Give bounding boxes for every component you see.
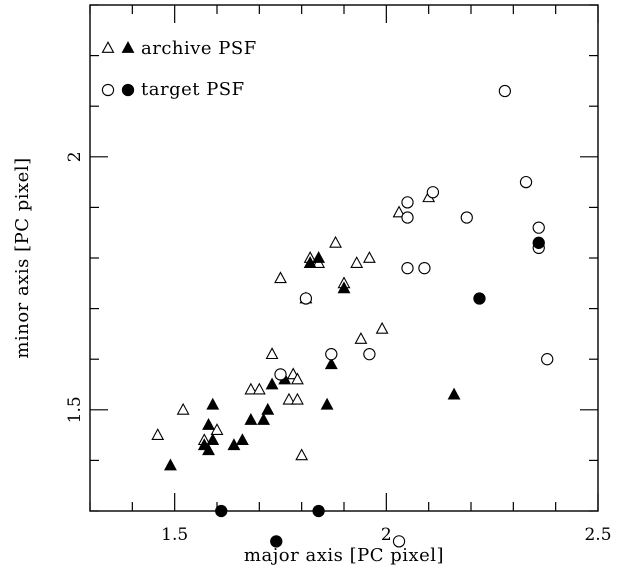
open-circle-point [363, 347, 376, 361]
open-circle-point [541, 353, 554, 366]
open-triangle-point [295, 448, 309, 461]
filled-triangle-point [447, 387, 461, 400]
open-triangle-point [350, 256, 364, 268]
open-circle-point [401, 261, 414, 275]
legend-marker-filled-circle [121, 83, 135, 97]
open-triangle-point [282, 392, 296, 405]
filled-triangle-point [324, 357, 338, 370]
filled-triangle-point [261, 402, 275, 415]
filled-triangle-point [320, 397, 334, 410]
open-triangle-point [329, 235, 342, 248]
y-tick-label: 1.5 [65, 396, 85, 423]
filled-triangle-point [163, 458, 177, 471]
legend-marker-open-triangle [101, 41, 115, 53]
x-tick-label: 2 [381, 525, 392, 545]
filled-triangle-point [202, 418, 215, 430]
open-triangle-point [392, 205, 406, 218]
filled-triangle-point [265, 377, 279, 390]
open-circle-point [460, 211, 473, 224]
open-circle-point [274, 368, 287, 381]
legend-label-archive: archive PSF [141, 38, 257, 59]
open-triangle-point [265, 347, 279, 360]
axis-ticks [89, 4, 599, 512]
open-triangle-point [252, 382, 266, 395]
filled-triangle-point [337, 281, 351, 294]
open-circle-point [426, 186, 440, 199]
open-triangle-point [375, 321, 389, 334]
axis-tick-labels: 1.5 2 2.5 1.5 2 [65, 151, 612, 545]
open-circle-point [392, 535, 406, 548]
filled-circle-point [312, 504, 325, 518]
open-circle-point [532, 221, 545, 234]
open-triangle-point [151, 428, 165, 441]
open-triangle-point [362, 251, 376, 263]
y-axis-label: minor axis [PC pixel] [12, 157, 33, 358]
filled-triangle-point [244, 412, 258, 425]
data-points [151, 84, 554, 548]
open-circle-point [498, 84, 512, 98]
open-circle-point [401, 196, 414, 209]
filled-triangle-point [312, 251, 326, 263]
open-triangle-point [274, 271, 287, 284]
open-triangle-point [244, 382, 258, 395]
open-circle-point [519, 175, 533, 189]
filled-circle-point [215, 504, 228, 518]
x-axis-label: major axis [PC pixel] [244, 545, 444, 566]
filled-circle-point [473, 292, 486, 305]
legend-marker-filled-triangle [121, 41, 135, 53]
x-tick-label: 1.5 [161, 525, 188, 545]
legend: archive PSF target PSF [101, 38, 257, 100]
open-circle-point [325, 347, 338, 361]
y-tick-label: 2 [65, 151, 85, 162]
open-triangle-point [290, 372, 304, 385]
open-circle-point [299, 292, 313, 305]
open-triangle-point [354, 332, 368, 344]
filled-triangle-point [202, 443, 215, 456]
filled-triangle-point [206, 397, 220, 410]
open-circle-point [401, 211, 414, 224]
legend-entry-archive: archive PSF [101, 38, 257, 59]
open-triangle-point [176, 402, 190, 415]
open-circle-point [418, 261, 431, 275]
filled-circle-point [270, 535, 283, 548]
legend-label-target: target PSF [141, 79, 245, 100]
filled-circle-point [532, 236, 545, 249]
legend-marker-open-circle [101, 83, 115, 97]
filled-triangle-point [257, 412, 271, 425]
filled-triangle-point [235, 433, 249, 446]
open-triangle-point [290, 392, 304, 405]
filled-triangle-point [206, 433, 220, 446]
x-tick-label: 2.5 [584, 525, 611, 545]
legend-entry-target: target PSF [101, 79, 245, 100]
